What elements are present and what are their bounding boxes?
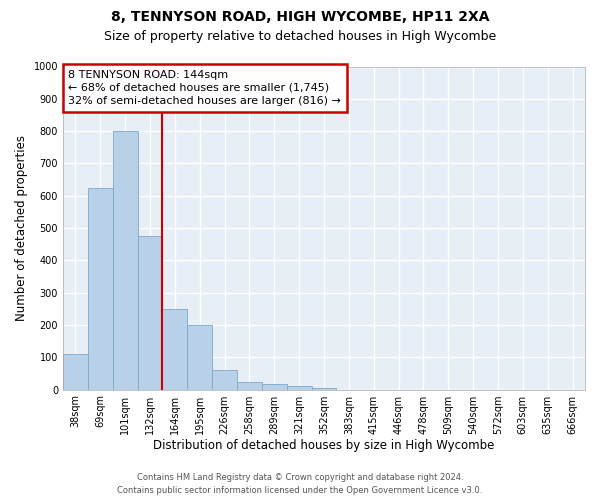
Text: 8, TENNYSON ROAD, HIGH WYCOMBE, HP11 2XA: 8, TENNYSON ROAD, HIGH WYCOMBE, HP11 2XA bbox=[111, 10, 489, 24]
Text: Contains HM Land Registry data © Crown copyright and database right 2024.
Contai: Contains HM Land Registry data © Crown c… bbox=[118, 474, 482, 495]
Bar bbox=[163, 310, 187, 390]
Bar bbox=[63, 354, 88, 390]
Bar bbox=[137, 236, 163, 390]
Bar bbox=[88, 188, 113, 390]
Text: 8 TENNYSON ROAD: 144sqm
← 68% of detached houses are smaller (1,745)
32% of semi: 8 TENNYSON ROAD: 144sqm ← 68% of detache… bbox=[68, 70, 341, 106]
Bar bbox=[187, 325, 212, 390]
Bar bbox=[262, 384, 287, 390]
Bar bbox=[212, 370, 237, 390]
Bar bbox=[113, 131, 137, 390]
Bar bbox=[287, 386, 311, 390]
Bar bbox=[311, 388, 337, 390]
Text: Size of property relative to detached houses in High Wycombe: Size of property relative to detached ho… bbox=[104, 30, 496, 43]
Y-axis label: Number of detached properties: Number of detached properties bbox=[15, 135, 28, 321]
Bar bbox=[237, 382, 262, 390]
X-axis label: Distribution of detached houses by size in High Wycombe: Distribution of detached houses by size … bbox=[153, 440, 494, 452]
